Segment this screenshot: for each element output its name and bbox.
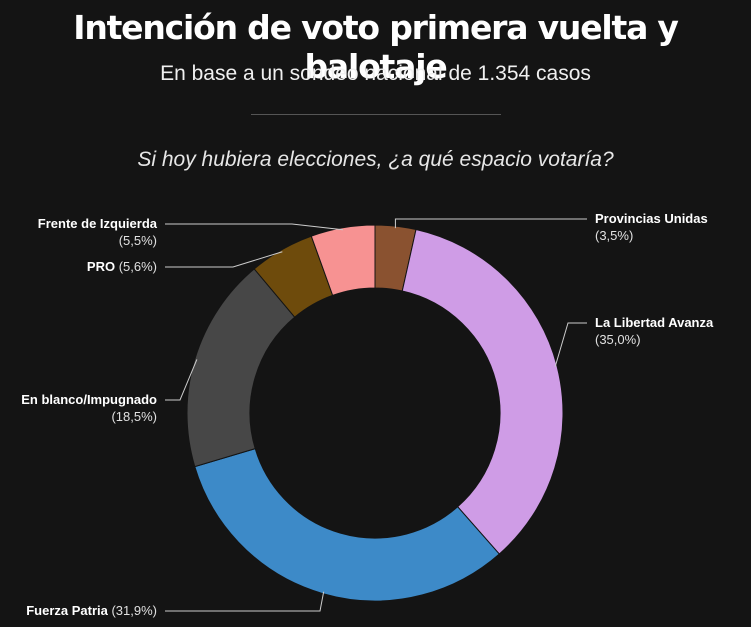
leader-en-blanco-impugnado bbox=[165, 359, 198, 401]
slice-la-libertad-avanza bbox=[401, 228, 564, 555]
label-value-frente-de-izquierda: (5,5%) bbox=[119, 233, 157, 248]
label-value-la-libertad-avanza: (35,0%) bbox=[595, 332, 641, 347]
chart-subtitle: En base a un sondeo nacional de 1.354 ca… bbox=[160, 62, 591, 85]
leader-pro bbox=[165, 251, 283, 268]
label-leaders bbox=[165, 218, 587, 612]
label-name-en-blanco-impugnado: En blanco/Impugnado bbox=[21, 392, 157, 407]
label-value-provincias-unidas: (3,5%) bbox=[595, 228, 633, 243]
label-name-frente-de-izquierda: Frente de Izquierda bbox=[38, 216, 158, 231]
label-pro: PRO (5,6%) bbox=[87, 259, 157, 274]
label-name-la-libertad-avanza: La Libertad Avanza bbox=[595, 315, 714, 330]
leader-provincias-unidas bbox=[394, 218, 587, 229]
leader-frente-de-izquierda bbox=[165, 223, 344, 231]
chart-title: Intención de voto primera vuelta y balot… bbox=[73, 8, 679, 86]
slice-labels: Provincias Unidas (3,5%) La Libertad Avanz… bbox=[21, 211, 714, 618]
label-value-en-blanco-impugnado: (18,5%) bbox=[111, 409, 157, 424]
donut-slices bbox=[186, 224, 564, 602]
leader-fuerza-patria bbox=[165, 591, 325, 612]
label-fuerza-patria: Fuerza Patria (31,9%) bbox=[26, 603, 157, 618]
slice-fuerza-patria bbox=[194, 448, 501, 602]
survey-question: Si hoy hubiera elecciones, ¿a qué espaci… bbox=[137, 148, 614, 171]
divider bbox=[251, 114, 501, 115]
slice-frente-de-izquierda bbox=[310, 224, 376, 297]
leader-la-libertad-avanza bbox=[554, 322, 587, 367]
label-name-provincias-unidas: Provincias Unidas bbox=[595, 211, 708, 226]
